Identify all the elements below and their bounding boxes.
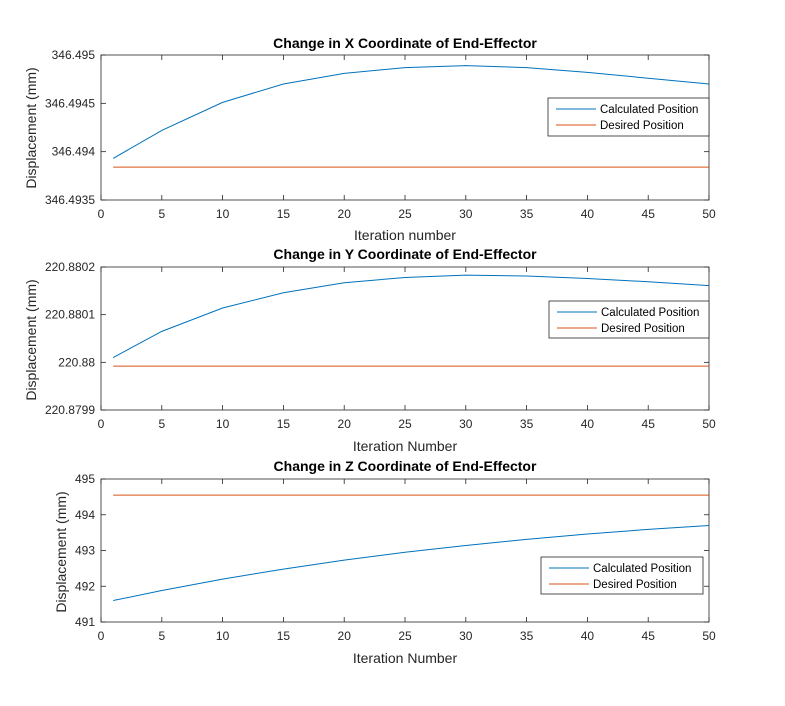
subplot-x-xtick-label: 20 (338, 207, 352, 221)
subplot-y-xtick-label: 25 (398, 417, 412, 431)
subplot-z-ytick-label: 491 (75, 615, 95, 629)
subplot-y-legend-box (548, 300, 710, 339)
subplot-y-legend-calculated-label: Calculated Position (601, 307, 699, 319)
subplot-y-xtick-label: 20 (338, 417, 352, 431)
subplot-z-axes-frame (100, 478, 710, 623)
subplot-z-title: Change in Z Coordinate of End-Effector (274, 458, 537, 474)
subplot-y-xtick-label: 5 (158, 417, 165, 431)
subplot-y-ytick-label: 220.8799 (45, 403, 95, 417)
subplot-y-xtick-label: 40 (581, 417, 595, 431)
subplot-z-legend-box (540, 556, 704, 595)
subplot-y-ylabel: Displacement (mm) (23, 279, 39, 400)
subplot-y-xtick-label: 45 (642, 417, 656, 431)
subplot-x-xtick-label: 25 (398, 207, 412, 221)
subplot-y-axes-frame (100, 266, 710, 411)
subplot-y-ytick-label: 220.8802 (45, 260, 95, 274)
subplot-z-xtick-label: 10 (216, 629, 230, 643)
subplot-z-legend-calculated-label: Calculated Position (593, 563, 691, 575)
subplot-z-ytick-label: 495 (75, 472, 95, 486)
subplot-y-title: Change in Y Coordinate of End-Effector (273, 246, 537, 262)
subplot-x-xlabel: Iteration number (354, 227, 456, 243)
subplot-z-xtick-label: 50 (702, 629, 716, 643)
subplot-z-ytick-label: 493 (75, 544, 95, 558)
subplot-x-legend-box (547, 97, 710, 137)
subplot-y-legend: Calculated Position Desired Position (548, 300, 710, 339)
subplot-y-xtick-label: 30 (459, 417, 473, 431)
subplot-y-xtick-label: 10 (216, 417, 230, 431)
subplot-y-xtick-label: 50 (702, 417, 716, 431)
subplot-x-xtick-label: 5 (158, 207, 165, 221)
subplot-z-xtick-label: 15 (277, 629, 291, 643)
subplot-z-legend-desired-label: Desired Position (593, 579, 677, 591)
subplot-x-xtick-label: 50 (702, 207, 716, 221)
subplot-x-xtick-label: 30 (459, 207, 473, 221)
subplot-x-legend-calculated-label: Calculated Position (600, 104, 698, 116)
subplot-y-xtick-label: 0 (98, 417, 105, 431)
subplot-y-ytick-label: 220.8801 (45, 308, 95, 322)
subplot-x-ytick-label: 346.4935 (45, 193, 95, 207)
subplot-x-xtick-label: 0 (98, 207, 105, 221)
subplot-x-ytick-label: 346.494 (52, 145, 96, 159)
subplot-z-ytick-label: 492 (75, 579, 95, 593)
subplot-z-xtick-label: 0 (98, 629, 105, 643)
subplot-y-calculated-position-line (112, 274, 710, 359)
subplot-z-xtick-label: 30 (459, 629, 473, 643)
subplot-z-xlabel: Iteration Number (353, 650, 458, 666)
subplot-x-xtick-label: 35 (520, 207, 534, 221)
subplot-y-ytick-label: 220.88 (58, 355, 95, 369)
subplot-z-xtick-label: 5 (158, 629, 165, 643)
subplot-x-ytick-label: 346.495 (52, 48, 96, 62)
subplot-x-ylabel: Displacement (mm) (23, 67, 39, 188)
subplot-y-plot-area: 0 5 10 15 20 25 30 35 40 45 50 220.8799 220.88 220.88… (45, 260, 716, 431)
subplot-y-legend-desired-label: Desired Position (601, 323, 685, 335)
subplot-y-xlabel: Iteration Number (353, 438, 458, 454)
subplot-y: Change in Y Coordinate of End-Effector 0… (23, 246, 716, 454)
subplot-x-legend: Calculated Position Desired Position (547, 97, 710, 137)
subplot-z-calculated-position-line (113, 524, 710, 602)
subplot-z-xtick-label: 40 (581, 629, 595, 643)
subplot-z-ylabel: Displacement (mm) (53, 491, 69, 612)
subplot-x-xtick-label: 40 (581, 207, 595, 221)
subplot-x-legend-desired-label: Desired Position (600, 120, 684, 132)
subplot-y-xtick-label: 35 (520, 417, 534, 431)
subplot-z: Change in Z Coordinate of End-Effector 0… (53, 458, 716, 666)
subplot-z-ytick-label: 494 (75, 508, 95, 522)
subplot-x-xtick-label: 15 (277, 207, 291, 221)
subplot-x: Change in X Coordinate of End-Effector 0… (23, 35, 716, 243)
subplot-x-ytick-label: 346.4945 (45, 96, 95, 110)
subplot-x-xtick-label: 45 (642, 207, 656, 221)
subplot-z-legend: Calculated Position Desired Position (540, 556, 704, 595)
subplot-z-plot-area: 0 5 10 15 20 25 30 35 40 45 50 491 492 493 494 495 (75, 472, 716, 643)
subplot-z-xtick-label: 45 (642, 629, 656, 643)
subplot-z-xtick-label: 20 (338, 629, 352, 643)
subplot-x-xtick-label: 10 (216, 207, 230, 221)
subplot-z-xtick-label: 25 (398, 629, 412, 643)
subplot-y-xtick-label: 15 (277, 417, 291, 431)
subplot-z-xtick-label: 35 (520, 629, 534, 643)
subplot-x-title: Change in X Coordinate of End-Effector (273, 35, 537, 51)
subplot-x-calculated-position-line (112, 65, 710, 159)
